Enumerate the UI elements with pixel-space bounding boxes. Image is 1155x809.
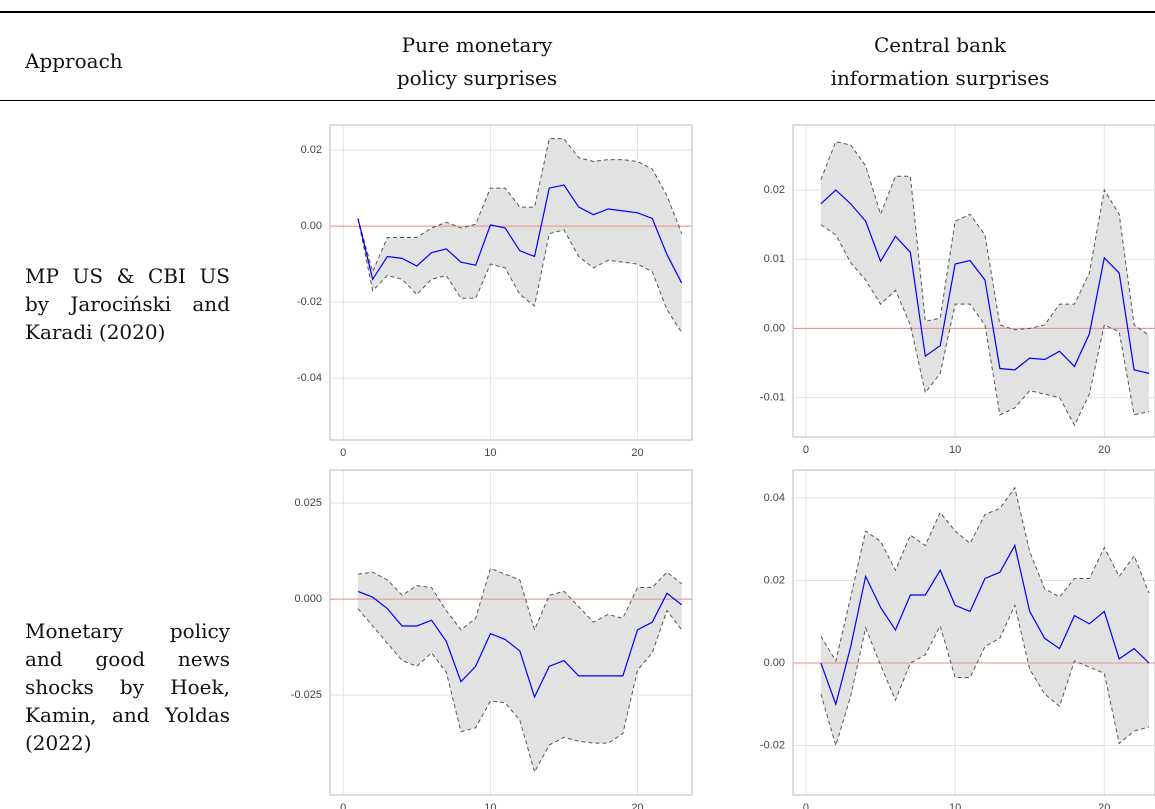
band-edge <box>357 567 683 632</box>
header-cell: Central bank information surprises <box>830 33 1050 90</box>
row-label: MP US & CBI US by Jarociński and Karadi … <box>25 264 230 344</box>
y-tick-label: 0.00 <box>764 322 785 334</box>
band-edge <box>820 486 1150 663</box>
x-tick-label: 0 <box>803 802 809 809</box>
band-edge <box>357 138 683 274</box>
confidence-band <box>357 568 682 772</box>
confidence-band <box>820 487 1150 746</box>
y-tick-label: 0.00 <box>301 220 322 232</box>
x-tick-label: 20 <box>1098 444 1110 456</box>
plot <box>793 141 1155 427</box>
estimate-line <box>820 543 1150 707</box>
estimate-line <box>357 184 683 284</box>
band-edge <box>357 608 683 774</box>
header-cell: Pure monetary policy surprises <box>396 33 558 90</box>
y-tick-label: 0.02 <box>301 144 322 156</box>
band-edge <box>820 603 1150 748</box>
x-tick-label: 10 <box>484 802 496 809</box>
panel-border <box>329 469 693 796</box>
estimate-line <box>820 189 1150 374</box>
y-tick-label: -0.04 <box>297 372 322 384</box>
y-tick-label: -0.02 <box>760 739 785 751</box>
x-tick-label: 20 <box>631 447 643 459</box>
x-tick-label: 10 <box>484 447 496 459</box>
panel-border <box>329 124 693 441</box>
band-edge <box>820 224 1150 427</box>
x-tick-label: 0 <box>340 802 346 809</box>
y-tick-label: -0.01 <box>760 391 785 403</box>
row-label: Monetary policy and good news shocks by … <box>25 619 230 755</box>
header-cell: Approach <box>25 49 123 73</box>
x-tick-label: 0 <box>340 447 346 459</box>
x-tick-label: 0 <box>803 444 809 456</box>
y-tick-label: -0.025 <box>291 689 322 701</box>
header-rule <box>0 100 1155 101</box>
panel-border <box>792 469 1155 796</box>
y-tick-label: 0.02 <box>764 574 785 586</box>
band-edge <box>820 141 1150 336</box>
x-tick-label: 10 <box>949 802 961 809</box>
x-tick-label: 10 <box>949 444 961 456</box>
y-tick-label: 0.025 <box>294 497 322 509</box>
x-tick-label: 20 <box>1098 802 1110 809</box>
y-tick-label: 0.04 <box>764 492 785 504</box>
y-tick-label: -0.02 <box>297 296 322 308</box>
y-tick-label: 0.02 <box>764 184 785 196</box>
confidence-band <box>357 138 682 333</box>
estimate-line <box>357 590 683 699</box>
band-edge <box>357 218 683 333</box>
x-tick-label: 20 <box>631 802 643 809</box>
panel-border <box>792 124 1155 438</box>
y-tick-label: 0.01 <box>764 253 785 265</box>
top-rule <box>0 11 1155 13</box>
plot <box>330 138 692 333</box>
y-tick-label: 0.00 <box>764 657 785 669</box>
y-tick-label: 0.000 <box>294 593 322 605</box>
plot <box>330 567 692 774</box>
plot <box>793 486 1155 748</box>
